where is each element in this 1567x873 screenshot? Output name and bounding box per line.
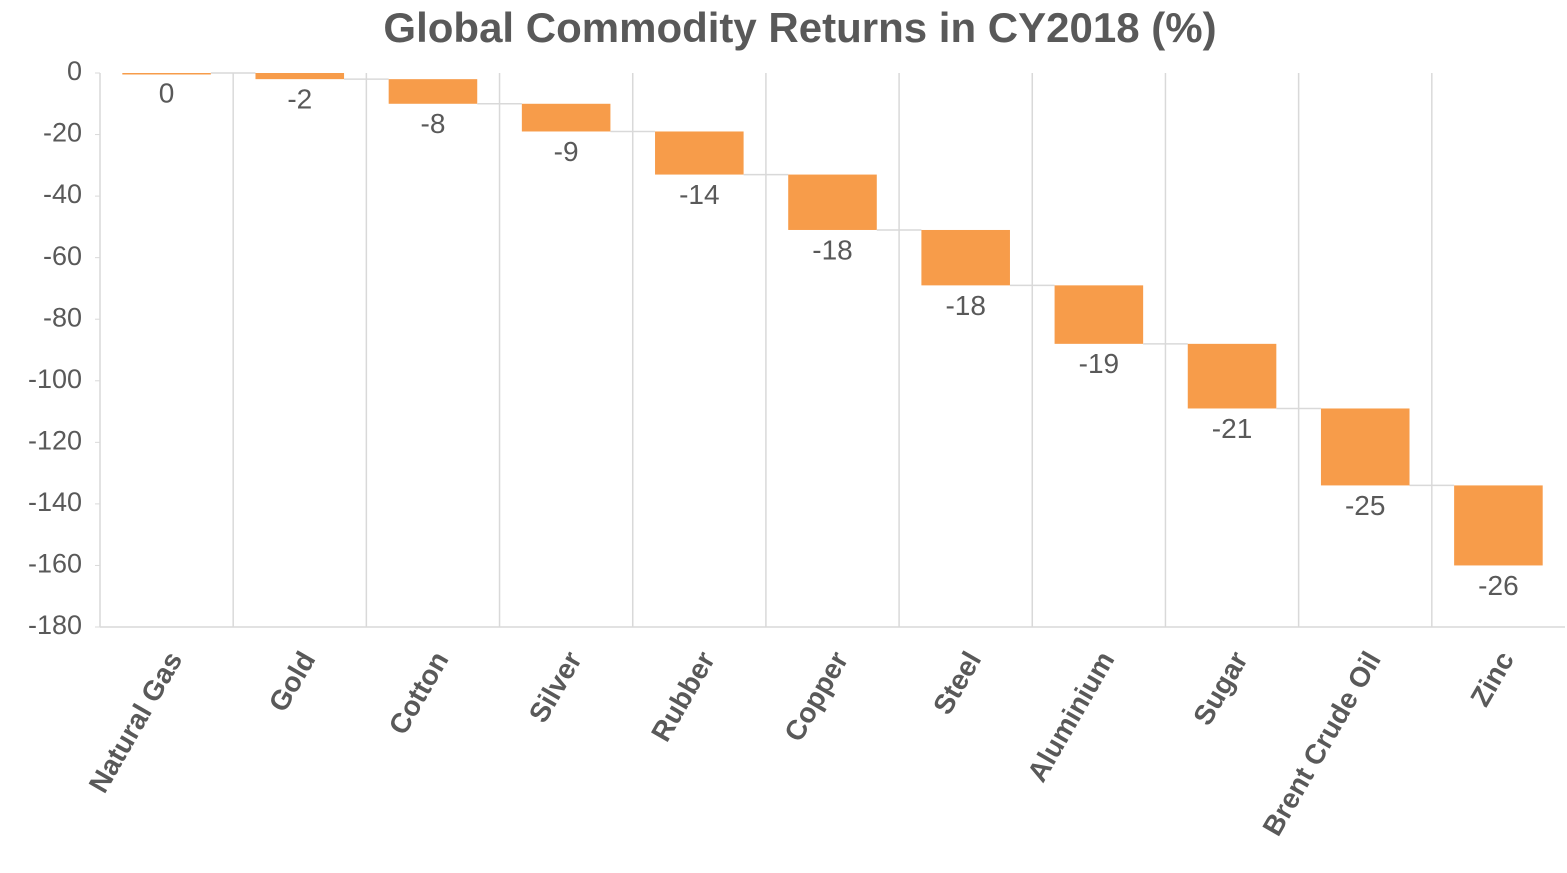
y-tick-label: -80 — [43, 302, 82, 332]
x-tick-label: Brent Crude Oil — [1257, 646, 1387, 841]
bar — [1054, 285, 1144, 344]
bar — [521, 103, 611, 132]
y-tick-label: -100 — [28, 364, 82, 394]
y-tick-label: -40 — [43, 179, 82, 209]
bar — [655, 131, 744, 175]
bar — [921, 229, 1010, 286]
x-tick-label: Steel — [927, 646, 987, 719]
chart-title: Global Commodity Returns in CY2018 (%) — [383, 4, 1216, 51]
y-tick-label: -120 — [28, 425, 82, 455]
data-label: -8 — [421, 108, 446, 139]
data-label: -26 — [1478, 570, 1518, 601]
data-label: -18 — [945, 290, 985, 321]
x-tick-label: Cotton — [383, 646, 455, 740]
y-tick-label: -140 — [28, 487, 82, 517]
y-tick-label: 0 — [67, 56, 82, 86]
y-tick-label: -20 — [43, 118, 82, 148]
x-tick-label: Aluminium — [1021, 646, 1120, 787]
bar — [788, 174, 877, 230]
x-tick-label: Sugar — [1187, 646, 1254, 730]
data-label: -25 — [1345, 490, 1385, 521]
x-tick-label: Silver — [523, 646, 588, 728]
bar — [388, 79, 478, 104]
x-tick-label: Copper — [778, 646, 854, 746]
bar — [1187, 343, 1277, 409]
data-label: -18 — [812, 234, 852, 265]
y-tick-label: -160 — [28, 549, 82, 579]
bar — [122, 73, 211, 75]
data-label: -19 — [1079, 348, 1119, 379]
data-label: -9 — [554, 136, 579, 167]
x-tick-label: Gold — [263, 646, 322, 717]
bar — [1454, 485, 1543, 566]
data-label: 0 — [159, 77, 175, 108]
x-tick-label: Zinc — [1464, 646, 1520, 711]
bar — [255, 73, 345, 80]
bar — [1320, 408, 1410, 486]
y-tick-label: -60 — [43, 241, 82, 271]
data-label: -2 — [287, 84, 312, 115]
y-tick-label: -180 — [28, 610, 82, 640]
x-tick-label: Natural Gas — [83, 646, 188, 798]
data-label: -14 — [679, 179, 719, 210]
x-tick-label: Rubber — [645, 646, 721, 746]
data-label: -21 — [1212, 413, 1252, 444]
